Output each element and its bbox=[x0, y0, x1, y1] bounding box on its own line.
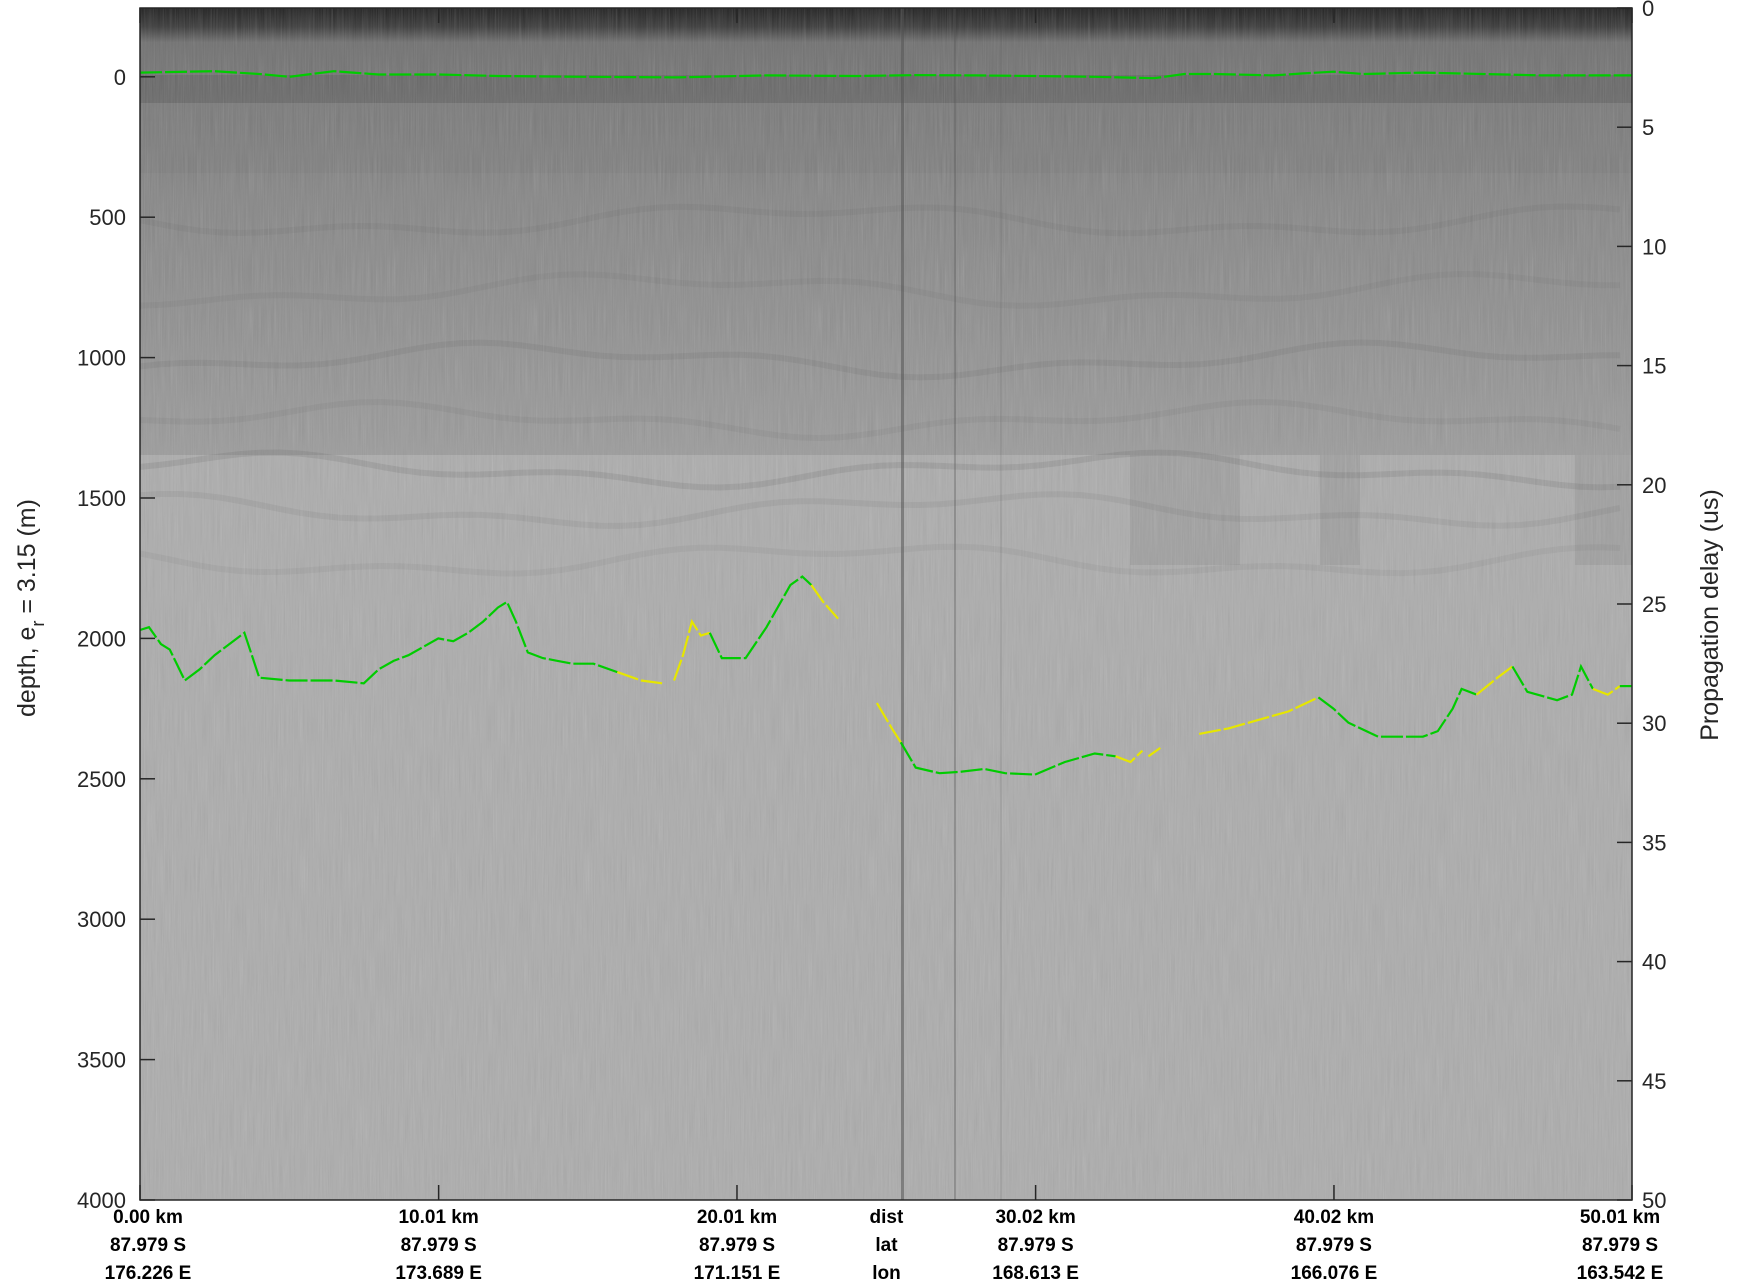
left-axis-title-main: depth, e bbox=[13, 627, 41, 717]
dist-label: 0.00 km bbox=[113, 1207, 183, 1228]
lat-label: 87.979 S bbox=[998, 1235, 1074, 1256]
vertical-artifacts bbox=[901, 8, 1002, 1200]
left-axis: 0 500 1000 1500 2000 2500 3000 3500 4000 bbox=[77, 65, 155, 1213]
lat-label: 87.979 S bbox=[401, 1235, 477, 1256]
bed-pick-segment bbox=[1115, 749, 1144, 764]
noise-texture bbox=[140, 8, 1632, 1200]
right-axis: 0 5 10 15 20 25 30 35 40 45 50 bbox=[1617, 0, 1666, 1213]
left-axis-title-suffix: = 3.15 (m) bbox=[13, 499, 41, 621]
dist-row-header: dist bbox=[870, 1207, 904, 1228]
bed-pick-segment bbox=[672, 618, 711, 681]
right-axis-tick-label: 10 bbox=[1642, 234, 1666, 259]
lon-label: 171.151 E bbox=[694, 1263, 781, 1283]
right-axis-tick-label: 35 bbox=[1642, 830, 1666, 855]
lat-row-header: lat bbox=[875, 1235, 898, 1256]
right-axis-tick-label: 0 bbox=[1642, 0, 1654, 21]
bed-pick-segment bbox=[1317, 687, 1477, 738]
lat-label: 87.979 S bbox=[1296, 1235, 1372, 1256]
right-axis-tick-label: 30 bbox=[1642, 711, 1666, 736]
lat-label: 87.979 S bbox=[110, 1235, 186, 1256]
right-axis-tick-label: 15 bbox=[1642, 354, 1666, 379]
left-axis-tick-label: 2000 bbox=[77, 626, 126, 651]
lon-label: 168.613 E bbox=[992, 1263, 1079, 1283]
dist-label: 50.01 km bbox=[1580, 1207, 1660, 1228]
lon-label: 176.226 E bbox=[105, 1263, 192, 1283]
bed-pick-segment bbox=[899, 741, 1116, 776]
bed-pick-segment bbox=[1592, 685, 1621, 696]
left-axis-tick-label: 500 bbox=[89, 205, 126, 230]
lat-label: 87.979 S bbox=[1582, 1235, 1658, 1256]
right-axis-tick-label: 25 bbox=[1642, 592, 1666, 617]
bed-pick-segment bbox=[875, 702, 902, 743]
bed-pick-segment bbox=[616, 671, 663, 685]
lon-label: 163.542 E bbox=[1577, 1263, 1664, 1283]
bed-pick-segment bbox=[708, 575, 813, 660]
bed-pick-segment bbox=[1198, 696, 1319, 735]
right-axis-tick-label: 50 bbox=[1642, 1188, 1666, 1213]
left-axis-tick-label: 2500 bbox=[77, 767, 126, 792]
lon-label: 173.689 E bbox=[395, 1263, 482, 1283]
lon-label: 166.076 E bbox=[1291, 1263, 1378, 1283]
left-axis-tick-label: 3000 bbox=[77, 907, 126, 932]
bed-pick bbox=[140, 575, 1632, 776]
surface-pick bbox=[140, 70, 1632, 80]
vertical-artifact bbox=[901, 8, 904, 1200]
bed-pick-segment bbox=[810, 584, 839, 620]
lon-row-header: lon bbox=[872, 1263, 901, 1283]
right-axis-title: Propagation delay (us) bbox=[1696, 489, 1724, 741]
dist-label: 40.02 km bbox=[1294, 1207, 1374, 1228]
vertical-artifact bbox=[1000, 8, 1002, 1200]
bed-pick-segment bbox=[1475, 665, 1514, 696]
along-track-labels: 0.00 km 87.979 S 176.226 E 10.01 km 87.979 S… bbox=[105, 8, 1664, 1283]
right-axis-tick-label: 45 bbox=[1642, 1069, 1666, 1094]
left-axis-tick-label: 0 bbox=[114, 65, 126, 90]
bed-pick-segment bbox=[140, 600, 618, 685]
left-axis-tick-label: 4000 bbox=[77, 1188, 126, 1213]
lat-label: 87.979 S bbox=[699, 1235, 775, 1256]
surface-pick-line bbox=[140, 70, 1632, 80]
left-axis-tick-label: 3500 bbox=[77, 1048, 126, 1073]
vertical-artifact bbox=[954, 8, 956, 1200]
left-axis-title-subscript: r bbox=[28, 621, 48, 627]
dist-label: 10.01 km bbox=[398, 1207, 478, 1228]
right-axis-tick-label: 5 bbox=[1642, 115, 1654, 140]
dist-label: 30.02 km bbox=[995, 1207, 1075, 1228]
echogram-image bbox=[140, 8, 1632, 1200]
left-axis-tick-label: 1000 bbox=[77, 346, 126, 371]
right-axis-tick-label: 40 bbox=[1642, 950, 1666, 975]
dist-label: 20.01 km bbox=[697, 1207, 777, 1228]
right-axis-tick-label: 20 bbox=[1642, 473, 1666, 498]
bed-pick-segment bbox=[1147, 747, 1161, 758]
bed-pick-segment bbox=[1511, 663, 1594, 702]
left-axis-tick-label: 1500 bbox=[77, 486, 126, 511]
left-axis-title: depth, er = 3.15 (m) bbox=[13, 499, 48, 717]
